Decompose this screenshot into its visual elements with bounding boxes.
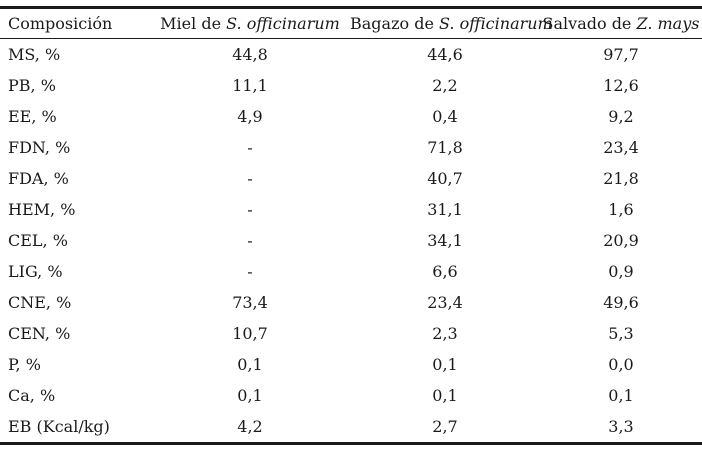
column-header-text: Bagazo de — [350, 14, 440, 33]
table-row: EB (Kcal/kg) 4,2 2,7 3,3 — [0, 411, 702, 444]
cell-value: - — [247, 138, 253, 157]
cell-value: 34,1 — [427, 231, 463, 250]
cell-value: - — [247, 262, 253, 281]
cell-value: 0,1 — [608, 386, 634, 405]
cell-value: 2,3 — [432, 324, 458, 343]
table-row: P, % 0,1 0,1 0,0 — [0, 349, 702, 380]
table-row: EE, % 4,9 0,4 9,2 — [0, 101, 702, 132]
cell-value: 4,9 — [237, 107, 263, 126]
cell-value: - — [247, 200, 253, 219]
cell-value: - — [247, 169, 253, 188]
cell-value: 44,6 — [427, 45, 463, 64]
column-header-3: Salvado de Z. mays — [540, 7, 702, 39]
row-label: LIG, % — [8, 262, 63, 281]
cell-value: 2,2 — [432, 76, 458, 95]
cell-value: 44,8 — [232, 45, 268, 64]
cell-value: 5,3 — [608, 324, 634, 343]
column-header-2: Bagazo de S. officinarum — [350, 7, 553, 39]
cell-value: 31,1 — [427, 200, 463, 219]
row-label: EB (Kcal/kg) — [8, 417, 110, 436]
header-row: Composición Miel de S. officinarum Bagazo … — [0, 7, 702, 39]
cell-value: 20,9 — [603, 231, 639, 250]
cell-value: 23,4 — [427, 293, 463, 312]
cell-value: 3,3 — [608, 417, 634, 436]
table-row: LIG, % - 6,6 0,9 — [0, 256, 702, 287]
row-label: CEL, % — [8, 231, 68, 250]
row-label: CNE, % — [8, 293, 72, 312]
cell-value: 0,1 — [432, 386, 458, 405]
cell-value: 11,1 — [232, 76, 268, 95]
row-label: MS, % — [8, 45, 61, 64]
table-header: Composición Miel de S. officinarum Bagazo … — [0, 7, 702, 39]
cell-value: 40,7 — [427, 169, 463, 188]
cell-value: 6,6 — [432, 262, 458, 281]
cell-value: 23,4 — [603, 138, 639, 157]
row-label: CEN, % — [8, 324, 71, 343]
column-header-0: Composición — [0, 7, 150, 39]
table-row: FDA, % - 40,7 21,8 — [0, 163, 702, 194]
table-row: HEM, % - 31,1 1,6 — [0, 194, 702, 225]
column-header-text: Salvado de — [542, 14, 637, 33]
cell-value: 2,7 — [432, 417, 458, 436]
cell-value: 49,6 — [603, 293, 639, 312]
table-row: CEN, % 10,7 2,3 5,3 — [0, 318, 702, 349]
column-header-1: Miel de S. officinarum — [150, 7, 350, 39]
column-header-text: Composición — [8, 14, 113, 33]
cell-value: 71,8 — [427, 138, 463, 157]
row-label: FDN, % — [8, 138, 71, 157]
cell-value: 10,7 — [232, 324, 268, 343]
cell-value: 97,7 — [603, 45, 639, 64]
cell-value: 1,6 — [608, 200, 634, 219]
table-row: CEL, % - 34,1 20,9 — [0, 225, 702, 256]
cell-value: 0,4 — [432, 107, 458, 126]
cell-value: 0,0 — [608, 355, 634, 374]
cell-value: - — [247, 231, 253, 250]
composition-table: Composición Miel de S. officinarum Bagazo … — [0, 6, 702, 445]
cell-value: 0,1 — [237, 386, 263, 405]
cell-value: 0,1 — [237, 355, 263, 374]
species-name: S. officinarum — [439, 14, 553, 33]
cell-value: 0,1 — [432, 355, 458, 374]
species-name: S. officinarum — [226, 14, 340, 33]
table-body: MS, % 44,8 44,6 97,7 PB, % 11,1 2,2 12,6 EE, % 4,… — [0, 39, 702, 444]
column-header-text: Miel de — [160, 14, 227, 33]
cell-value: 0,9 — [608, 262, 634, 281]
row-label: PB, % — [8, 76, 56, 95]
table-row: FDN, % - 71,8 23,4 — [0, 132, 702, 163]
table-row: CNE, % 73,4 23,4 49,6 — [0, 287, 702, 318]
row-label: Ca, % — [8, 386, 56, 405]
cell-value: 21,8 — [603, 169, 639, 188]
species-name: Z. mays — [636, 14, 700, 33]
cell-value: 9,2 — [608, 107, 634, 126]
paper-table-page: Composición Miel de S. officinarum Bagazo … — [0, 6, 702, 460]
row-label: FDA, % — [8, 169, 69, 188]
row-label: HEM, % — [8, 200, 76, 219]
table-row: Ca, % 0,1 0,1 0,1 — [0, 380, 702, 411]
cell-value: 4,2 — [237, 417, 263, 436]
row-label: EE, % — [8, 107, 57, 126]
table-row: PB, % 11,1 2,2 12,6 — [0, 70, 702, 101]
row-label: P, % — [8, 355, 41, 374]
table-row: MS, % 44,8 44,6 97,7 — [0, 39, 702, 71]
cell-value: 12,6 — [603, 76, 639, 95]
cell-value: 73,4 — [232, 293, 268, 312]
